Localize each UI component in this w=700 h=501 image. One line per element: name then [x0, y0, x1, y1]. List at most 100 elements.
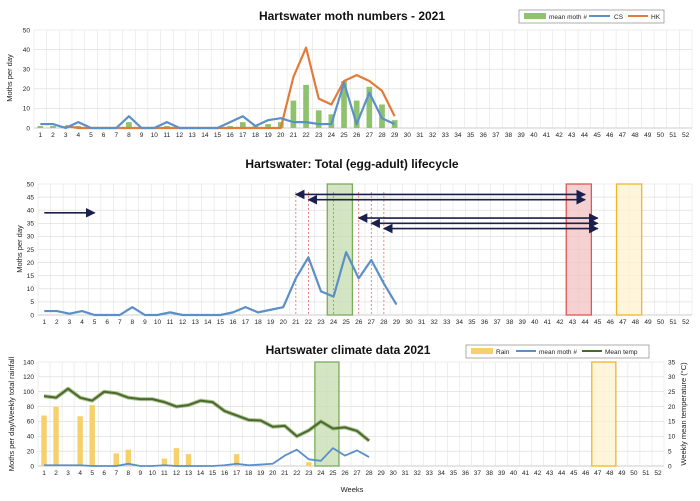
c1-xtick: 3: [64, 132, 68, 139]
c2-xtick: 7: [118, 319, 122, 326]
c2-ytick: 20: [27, 260, 35, 267]
c3-xtick: 51: [642, 470, 650, 477]
c1-xtick: 5: [89, 132, 93, 139]
c1-ytick: 10: [23, 106, 31, 113]
chart2-ylabel: Moths per day: [15, 225, 24, 273]
c3-y2tick: 15: [668, 419, 676, 426]
c2-xtick: 51: [670, 319, 678, 326]
legend-swatch-mean-moth: [524, 13, 546, 19]
c3-xtick: 42: [534, 470, 542, 477]
c2-xtick: 37: [493, 319, 501, 326]
c3-xtick: 23: [305, 470, 313, 477]
c2-xtick: 5: [93, 319, 97, 326]
c1-xtick: 8: [127, 132, 131, 139]
c3-bar-rain: [77, 416, 83, 466]
legend-label-mean-moth-3: mean moth #: [539, 349, 577, 356]
c3-shaded-band: [591, 361, 617, 467]
c2-xtick: 22: [305, 319, 313, 326]
c2-xtick: 26: [355, 319, 363, 326]
c3-line-mean-temp: [43, 387, 370, 442]
c1-xtick: 25: [340, 132, 348, 139]
c2-ytick: 0: [30, 312, 34, 319]
c3-xtick: 50: [630, 470, 638, 477]
c1-xtick: 14: [201, 132, 209, 139]
c2-xtick: 20: [280, 319, 288, 326]
c1-xtick: 1: [39, 132, 43, 139]
c3-xtick: 19: [257, 470, 265, 477]
c3-bar-rain: [233, 454, 240, 466]
c1-bar-mean-moth: [353, 100, 360, 128]
chart3-ylabel: Moths per day/Weekly total rainfall: [7, 356, 16, 471]
c3-xtick: 3: [66, 470, 70, 477]
c2-xtick: 33: [443, 319, 451, 326]
moth-numbers-chart: Hartswater moth numbers - 2021 Moths per…: [5, 9, 693, 139]
c2-xtick: 39: [519, 319, 527, 326]
c1-xtick: 22: [302, 132, 310, 139]
c3-xtick: 18: [245, 470, 253, 477]
c2-xtick: 16: [229, 319, 237, 326]
chart1-ylabel: Moths per day: [5, 54, 14, 102]
c3-xtick: 16: [221, 470, 229, 477]
chart2-title: Hartswater: Total (egg-adult) lifecycle: [245, 157, 458, 171]
c3-xtick: 14: [197, 470, 205, 477]
c1-bar-mean-moth: [303, 84, 309, 128]
c2-shaded-band: [326, 183, 354, 316]
c3-xtick: 37: [474, 470, 482, 477]
c1-xtick: 21: [290, 132, 298, 139]
c3-bar-rain: [53, 406, 59, 466]
c3-xtick: 49: [618, 470, 626, 477]
c1-bar-mean-moth: [239, 122, 246, 128]
c3-ytick: 140: [23, 359, 34, 366]
c1-xtick: 40: [530, 132, 538, 139]
c2-xtick: 36: [481, 319, 489, 326]
c3-xtick: 5: [90, 470, 94, 477]
c1-xtick: 6: [102, 132, 106, 139]
c3-xtick: 52: [654, 470, 662, 477]
c3-xtick: 7: [114, 470, 118, 477]
c3-y2tick: 5: [668, 448, 672, 455]
c2-xtick: 1: [42, 319, 46, 326]
c1-xtick: 30: [404, 132, 412, 139]
c2-ytick: 15: [27, 273, 35, 280]
c1-xtick: 12: [176, 132, 184, 139]
c3-bar-rain: [125, 449, 131, 466]
c1-xtick: 9: [140, 132, 144, 139]
c2-ytick: 30: [27, 234, 35, 241]
c2-xtick: 38: [506, 319, 514, 326]
c1-bar-mean-moth: [37, 126, 44, 128]
c1-xtick: 15: [214, 132, 222, 139]
c2-ytick: 40: [27, 208, 35, 215]
c1-ytick: 30: [23, 67, 31, 74]
c1-xtick: 23: [315, 132, 323, 139]
c2-shaded-band: [565, 183, 593, 316]
c1-xtick: 17: [239, 132, 247, 139]
climate-chart: Hartswater climate data 2021 Moths per d…: [7, 343, 688, 494]
c3-line-mean-moth: [44, 447, 370, 467]
c1-xtick: 47: [619, 132, 627, 139]
c1-xtick: 52: [682, 132, 690, 139]
c1-bar-mean-moth: [290, 100, 297, 128]
c2-xtick: 46: [607, 319, 615, 326]
c3-xtick: 28: [365, 470, 373, 477]
c2-xtick: 44: [581, 319, 589, 326]
c1-xtick: 39: [518, 132, 526, 139]
c1-xtick: 37: [492, 132, 500, 139]
c3-xtick: 40: [510, 470, 518, 477]
c3-xtick: 43: [546, 470, 554, 477]
c3-xtick: 31: [402, 470, 410, 477]
c3-ytick: 0: [30, 463, 34, 470]
c1-xtick: 18: [252, 132, 260, 139]
c3-bar-rain: [113, 453, 119, 466]
c2-xtick: 18: [254, 319, 262, 326]
c2-xtick: 41: [544, 319, 552, 326]
c2-xtick: 4: [80, 319, 84, 326]
c3-shaded-band: [314, 361, 340, 467]
c1-xtick: 35: [467, 132, 475, 139]
c3-xtick: 15: [209, 470, 217, 477]
c3-xtick: 41: [522, 470, 530, 477]
c1-line-hk: [65, 46, 396, 130]
c2-shaded-band: [615, 183, 643, 316]
c2-xtick: 15: [217, 319, 225, 326]
legend-label-rain: Rain: [496, 349, 510, 356]
c1-xtick: 11: [163, 132, 170, 139]
